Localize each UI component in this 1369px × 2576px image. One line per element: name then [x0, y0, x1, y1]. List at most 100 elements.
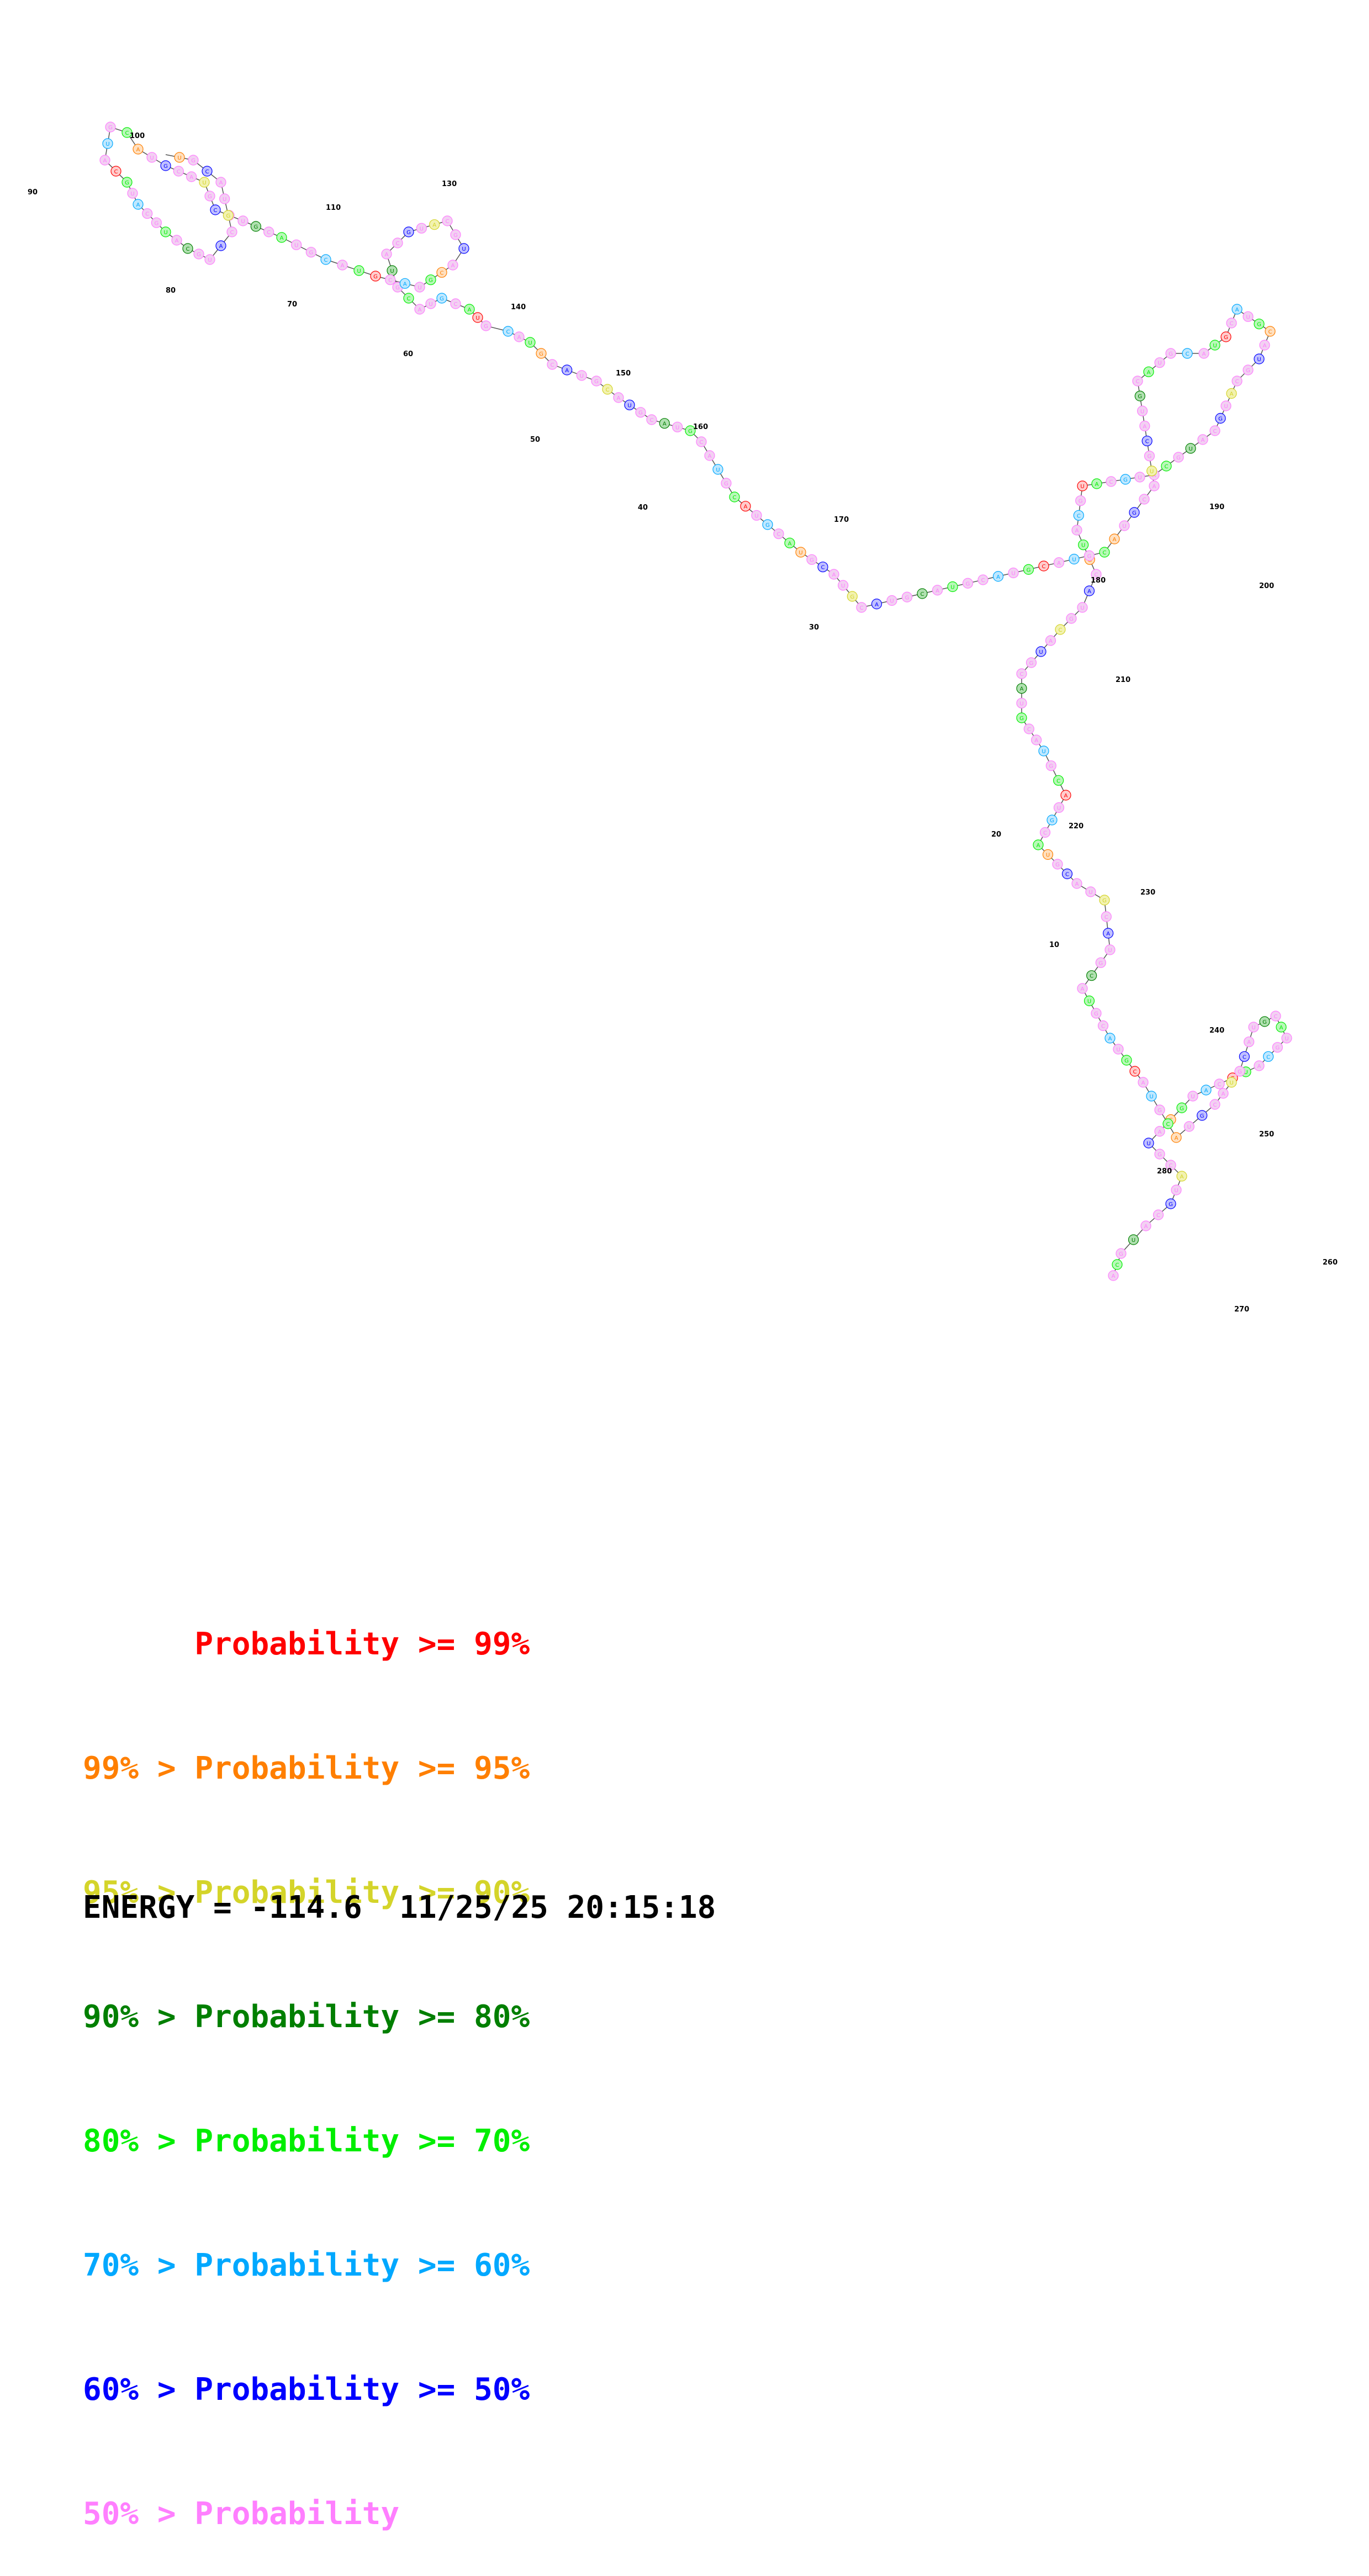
nucleotide: U: [1146, 466, 1157, 477]
nucleotide: G: [1046, 814, 1058, 826]
nucleotide: C: [436, 267, 447, 278]
svg-text:C: C: [1169, 1163, 1173, 1169]
svg-text:G: G: [406, 230, 411, 236]
svg-text:C: C: [1145, 439, 1149, 445]
nucleotide: A: [1231, 304, 1243, 315]
nucleotide: A: [704, 450, 715, 461]
svg-text:U: U: [716, 467, 720, 473]
nucleotide: C: [1209, 1099, 1220, 1110]
nucleotide: U: [102, 138, 113, 149]
svg-text:C: C: [1133, 1069, 1137, 1075]
position-label: 40: [638, 504, 648, 512]
svg-text:C: C: [1274, 1014, 1278, 1020]
svg-text:U: U: [1149, 1094, 1153, 1100]
svg-text:G: G: [453, 232, 458, 239]
position-label: 90: [28, 188, 38, 197]
svg-text:G: G: [539, 351, 543, 357]
position-label: 280: [1157, 1167, 1172, 1176]
nucleotide: U: [751, 510, 762, 521]
svg-text:U: U: [1224, 404, 1228, 410]
nucleotide: U: [1171, 1184, 1182, 1196]
nucleotide: G: [1075, 495, 1086, 506]
svg-text:U: U: [208, 257, 212, 263]
svg-text:U: U: [1140, 409, 1144, 415]
nucleotide: A: [1140, 1220, 1151, 1231]
nucleotide: C: [547, 359, 558, 370]
svg-text:A: A: [1247, 1040, 1251, 1046]
nucleotide: A: [1053, 557, 1065, 568]
nucleotide: A: [1071, 878, 1082, 889]
svg-text:C: C: [446, 219, 450, 225]
svg-text:C: C: [1235, 379, 1239, 385]
nucleotide: G: [591, 375, 602, 387]
position-label: 30: [809, 623, 819, 632]
nucleotide: A: [740, 501, 751, 512]
energy-footer: ENERGY = -114.6 11/25/25 20:15:18: [83, 1890, 716, 1926]
svg-text:U: U: [417, 285, 421, 291]
nucleotide: G: [806, 554, 817, 565]
svg-text:G: G: [688, 429, 693, 435]
nucleotide: U: [146, 152, 157, 163]
svg-text:C: C: [1020, 671, 1024, 678]
nucleotide: A: [1218, 1088, 1229, 1099]
nucleotide: C: [1141, 435, 1153, 447]
svg-text:C: C: [1218, 1082, 1222, 1088]
nucleotide: C: [1161, 461, 1172, 472]
nucleotide: A: [1154, 1126, 1165, 1137]
svg-text:U: U: [390, 268, 394, 274]
svg-text:U: U: [1046, 853, 1050, 859]
svg-text:U: U: [1174, 1188, 1178, 1194]
position-label: 130: [442, 180, 457, 188]
nucleotide: U: [1077, 480, 1088, 491]
svg-text:C: C: [267, 230, 271, 236]
svg-text:G: G: [1224, 335, 1228, 341]
svg-text:G: G: [253, 224, 258, 230]
nucleotide: G: [1066, 613, 1077, 624]
nucleotide: U: [576, 370, 587, 381]
nucleotide: G: [685, 425, 696, 436]
nucleotide: C: [602, 384, 613, 395]
nucleotide: C: [173, 166, 184, 177]
svg-text:A: A: [935, 588, 939, 594]
svg-text:A: A: [468, 307, 472, 313]
nucleotide: C: [696, 436, 707, 447]
svg-text:U: U: [1057, 806, 1061, 812]
svg-text:A: A: [103, 158, 107, 164]
nucleotide: A: [414, 304, 425, 315]
svg-text:G: G: [1098, 960, 1103, 966]
svg-text:G: G: [163, 163, 168, 170]
svg-text:C: C: [1266, 1054, 1270, 1060]
svg-text:A: A: [280, 235, 284, 241]
nucleotide: C: [817, 562, 828, 573]
svg-text:U: U: [1072, 557, 1076, 563]
nucleotide: U: [1137, 405, 1148, 416]
svg-text:A: A: [1180, 1174, 1184, 1180]
nucleotide: A: [1259, 340, 1270, 351]
svg-text:U: U: [1244, 1070, 1248, 1076]
svg-text:A: A: [1143, 424, 1146, 430]
nucleotide: C: [1165, 1160, 1176, 1171]
position-label: 20: [991, 831, 1001, 839]
svg-text:G: G: [484, 324, 488, 330]
nucleotide: C: [856, 602, 867, 613]
svg-text:A: A: [517, 335, 521, 341]
svg-text:G: G: [1019, 716, 1024, 722]
nucleotide: C: [977, 574, 989, 585]
svg-text:G: G: [1049, 764, 1053, 770]
nucleotide: A: [1077, 983, 1088, 994]
nucleotide: U: [1008, 567, 1019, 579]
nucleotide: A: [1276, 1022, 1287, 1033]
svg-text:G: G: [1257, 322, 1261, 328]
nucleotide: C: [1016, 668, 1027, 679]
nucleotide: A: [1083, 585, 1095, 596]
svg-text:U: U: [294, 242, 298, 248]
nucleotide: C: [1097, 1020, 1109, 1032]
svg-text:U: U: [163, 230, 167, 236]
nucleotide: U: [1220, 400, 1231, 411]
nucleotide: C: [450, 298, 461, 309]
nucleotide: U: [199, 177, 210, 188]
nucleotide: C: [1162, 1118, 1174, 1129]
svg-text:G: G: [905, 595, 910, 601]
position-label: 180: [1091, 576, 1106, 585]
nucleotide: G: [121, 177, 133, 188]
